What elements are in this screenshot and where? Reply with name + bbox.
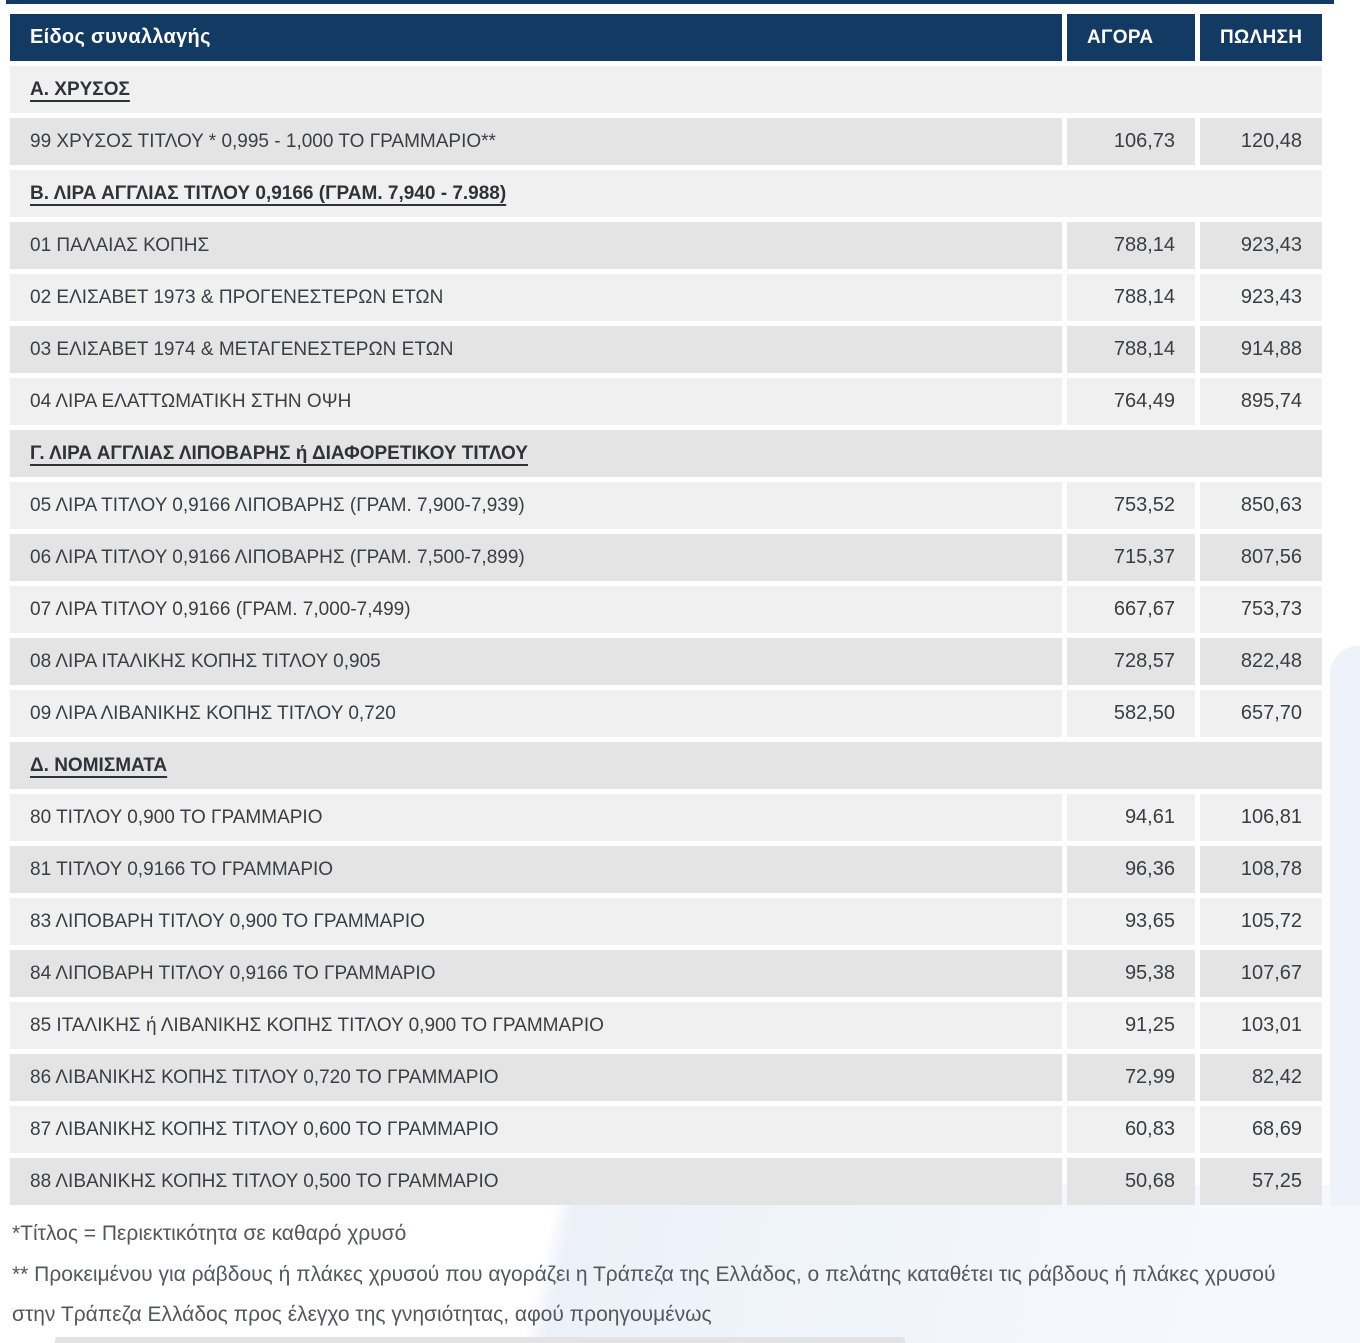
section-title: Β. ΛΙΡΑ ΑΓΓΛΙΑΣ ΤΙΤΛΟΥ 0,9166 (ΓΡΑΜ. 7,9… xyxy=(10,170,1322,217)
buy-value: 50,68 xyxy=(1067,1158,1195,1205)
table-row: 83 ΛΙΠΟΒΑΡΗ ΤΙΤΛΟΥ 0,900 ΤΟ ΓΡΑΜΜΑΡΙΟ 93,… xyxy=(10,898,1322,945)
buy-value: 764,49 xyxy=(1067,378,1195,425)
buy-value: 96,36 xyxy=(1067,846,1195,893)
sell-value: 850,63 xyxy=(1200,482,1322,529)
buy-value: 94,61 xyxy=(1067,794,1195,841)
buy-value: 667,67 xyxy=(1067,586,1195,633)
table-row: 08 ΛΙΡΑ ΙΤΑΛΙΚΗΣ ΚΟΠΗΣ ΤΙΤΛΟΥ 0,905 728,5… xyxy=(10,638,1322,685)
footnotes: *Τίτλος = Περιεκτικότητα σε καθαρό χρυσό… xyxy=(12,1214,1307,1335)
item-label: 87 ΛΙΒΑΝΙΚΗΣ ΚΟΠΗΣ ΤΙΤΛΟΥ 0,600 ΤΟ ΓΡΑΜΜ… xyxy=(10,1106,1062,1153)
buy-value: 788,14 xyxy=(1067,326,1195,373)
buy-value: 91,25 xyxy=(1067,1002,1195,1049)
background-diagonal-shape xyxy=(0,1185,1360,1343)
background-rounded-shape xyxy=(1330,646,1360,1206)
sell-value: 105,72 xyxy=(1200,898,1322,945)
footnote-title-definition: *Τίτλος = Περιεκτικότητα σε καθαρό χρυσό xyxy=(12,1222,407,1245)
sell-value: 657,70 xyxy=(1200,690,1322,737)
footnote-bars-procedure: ** Προκειμένου για ράβδους ή πλάκες χρυσ… xyxy=(12,1263,1276,1326)
item-label: 06 ΛΙΡΑ ΤΙΤΛΟΥ 0,9166 ΛΙΠΟΒΑΡΗΣ (ΓΡΑΜ. 7… xyxy=(10,534,1062,581)
sell-value: 807,56 xyxy=(1200,534,1322,581)
column-header-buy: ΑΓΟΡΑ xyxy=(1067,14,1195,61)
item-label: 84 ΛΙΠΟΒΑΡΗ ΤΙΤΛΟΥ 0,9166 ΤΟ ΓΡΑΜΜΑΡΙΟ xyxy=(10,950,1062,997)
table-row: 80 ΤΙΤΛΟΥ 0,900 ΤΟ ΓΡΑΜΜΑΡΙΟ 94,61 106,81 xyxy=(10,794,1322,841)
gold-rates-table-wrap: Είδος συναλλαγής ΑΓΟΡΑ ΠΩΛΗΣΗ Α. ΧΡΥΣΟΣ 9… xyxy=(10,14,1322,1205)
table-row: 02 ΕΛΙΣΑΒΕΤ 1973 & ΠΡΟΓΕΝΕΣΤΕΡΩΝ ΕΤΩΝ 788… xyxy=(10,274,1322,321)
table-row: 01 ΠΑΛΑΙΑΣ ΚΟΠΗΣ 788,14 923,43 xyxy=(10,222,1322,269)
table-row: 87 ΛΙΒΑΝΙΚΗΣ ΚΟΠΗΣ ΤΙΤΛΟΥ 0,600 ΤΟ ΓΡΑΜΜ… xyxy=(10,1106,1322,1153)
table-row: 85 ΙΤΑΛΙΚΗΣ ή ΛΙΒΑΝΙΚΗΣ ΚΟΠΗΣ ΤΙΤΛΟΥ 0,9… xyxy=(10,1002,1322,1049)
item-label: 99 ΧΡΥΣΟΣ ΤΙΤΛΟΥ * 0,995 - 1,000 ΤΟ ΓΡΑΜ… xyxy=(10,118,1062,165)
item-label: 08 ΛΙΡΑ ΙΤΑΛΙΚΗΣ ΚΟΠΗΣ ΤΙΤΛΟΥ 0,905 xyxy=(10,638,1062,685)
sell-value: 914,88 xyxy=(1200,326,1322,373)
section-title: Α. ΧΡΥΣΟΣ xyxy=(10,66,1322,113)
table-row: 04 ΛΙΡΑ ΕΛΑΤΤΩΜΑΤΙΚΗ ΣΤΗΝ ΟΨΗ 764,49 895,7… xyxy=(10,378,1322,425)
buy-value: 728,57 xyxy=(1067,638,1195,685)
sell-value: 57,25 xyxy=(1200,1158,1322,1205)
sell-value: 923,43 xyxy=(1200,274,1322,321)
table-row: 81 ΤΙΤΛΟΥ 0,9166 ΤΟ ΓΡΑΜΜΑΡΙΟ 96,36 108,78 xyxy=(10,846,1322,893)
item-label: 88 ΛΙΒΑΝΙΚΗΣ ΚΟΠΗΣ ΤΙΤΛΟΥ 0,500 ΤΟ ΓΡΑΜΜ… xyxy=(10,1158,1062,1205)
sell-value: 82,42 xyxy=(1200,1054,1322,1101)
table-header: Είδος συναλλαγής ΑΓΟΡΑ ΠΩΛΗΣΗ xyxy=(10,14,1322,61)
section-header-row: Α. ΧΡΥΣΟΣ xyxy=(10,66,1322,113)
item-label: 86 ΛΙΒΑΝΙΚΗΣ ΚΟΠΗΣ ΤΙΤΛΟΥ 0,720 ΤΟ ΓΡΑΜΜ… xyxy=(10,1054,1062,1101)
bottom-divider-strip xyxy=(55,1337,905,1343)
buy-value: 753,52 xyxy=(1067,482,1195,529)
sell-value: 107,67 xyxy=(1200,950,1322,997)
buy-value: 72,99 xyxy=(1067,1054,1195,1101)
sell-value: 108,78 xyxy=(1200,846,1322,893)
item-label: 83 ΛΙΠΟΒΑΡΗ ΤΙΤΛΟΥ 0,900 ΤΟ ΓΡΑΜΜΑΡΙΟ xyxy=(10,898,1062,945)
table-row: 88 ΛΙΒΑΝΙΚΗΣ ΚΟΠΗΣ ΤΙΤΛΟΥ 0,500 ΤΟ ΓΡΑΜΜ… xyxy=(10,1158,1322,1205)
item-label: 85 ΙΤΑΛΙΚΗΣ ή ΛΙΒΑΝΙΚΗΣ ΚΟΠΗΣ ΤΙΤΛΟΥ 0,9… xyxy=(10,1002,1062,1049)
sell-value: 103,01 xyxy=(1200,1002,1322,1049)
table-row: 86 ΛΙΒΑΝΙΚΗΣ ΚΟΠΗΣ ΤΙΤΛΟΥ 0,720 ΤΟ ΓΡΑΜΜ… xyxy=(10,1054,1322,1101)
table-row: 09 ΛΙΡΑ ΛΙΒΑΝΙΚΗΣ ΚΟΠΗΣ ΤΙΤΛΟΥ 0,720 582,… xyxy=(10,690,1322,737)
sell-value: 822,48 xyxy=(1200,638,1322,685)
table-row: 84 ΛΙΠΟΒΑΡΗ ΤΙΤΛΟΥ 0,9166 ΤΟ ΓΡΑΜΜΑΡΙΟ 95… xyxy=(10,950,1322,997)
sell-value: 68,69 xyxy=(1200,1106,1322,1153)
buy-value: 715,37 xyxy=(1067,534,1195,581)
section-header-row: Β. ΛΙΡΑ ΑΓΓΛΙΑΣ ΤΙΤΛΟΥ 0,9166 (ΓΡΑΜ. 7,9… xyxy=(10,170,1322,217)
sell-value: 753,73 xyxy=(1200,586,1322,633)
buy-value: 93,65 xyxy=(1067,898,1195,945)
buy-value: 106,73 xyxy=(1067,118,1195,165)
buy-value: 95,38 xyxy=(1067,950,1195,997)
buy-value: 788,14 xyxy=(1067,274,1195,321)
column-header-transaction-type: Είδος συναλλαγής xyxy=(10,14,1062,61)
buy-value: 582,50 xyxy=(1067,690,1195,737)
item-label: 04 ΛΙΡΑ ΕΛΑΤΤΩΜΑΤΙΚΗ ΣΤΗΝ ΟΨΗ xyxy=(10,378,1062,425)
item-label: 07 ΛΙΡΑ ΤΙΤΛΟΥ 0,9166 (ΓΡΑΜ. 7,000-7,499… xyxy=(10,586,1062,633)
item-label: 02 ΕΛΙΣΑΒΕΤ 1973 & ΠΡΟΓΕΝΕΣΤΕΡΩΝ ΕΤΩΝ xyxy=(10,274,1062,321)
item-label: 09 ΛΙΡΑ ΛΙΒΑΝΙΚΗΣ ΚΟΠΗΣ ΤΙΤΛΟΥ 0,720 xyxy=(10,690,1062,737)
section-title: Γ. ΛΙΡΑ ΑΓΓΛΙΑΣ ΛΙΠΟΒΑΡΗΣ ή ΔΙΑΦΟΡΕΤΙΚΟΥ… xyxy=(10,430,1322,477)
item-label: 80 ΤΙΤΛΟΥ 0,900 ΤΟ ΓΡΑΜΜΑΡΙΟ xyxy=(10,794,1062,841)
buy-value: 60,83 xyxy=(1067,1106,1195,1153)
table-row: 03 ΕΛΙΣΑΒΕΤ 1974 & ΜΕΤΑΓΕΝΕΣΤΕΡΩΝ ΕΤΩΝ 78… xyxy=(10,326,1322,373)
table-row: 06 ΛΙΡΑ ΤΙΤΛΟΥ 0,9166 ΛΙΠΟΒΑΡΗΣ (ΓΡΑΜ. 7… xyxy=(10,534,1322,581)
gold-rates-tbody: Α. ΧΡΥΣΟΣ 99 ΧΡΥΣΟΣ ΤΙΤΛΟΥ * 0,995 - 1,00… xyxy=(10,66,1322,1205)
item-label: 05 ΛΙΡΑ ΤΙΤΛΟΥ 0,9166 ΛΙΠΟΒΑΡΗΣ (ΓΡΑΜ. 7… xyxy=(10,482,1062,529)
table-row: 99 ΧΡΥΣΟΣ ΤΙΤΛΟΥ * 0,995 - 1,000 ΤΟ ΓΡΑΜ… xyxy=(10,118,1322,165)
item-label: 81 ΤΙΤΛΟΥ 0,9166 ΤΟ ΓΡΑΜΜΑΡΙΟ xyxy=(10,846,1062,893)
sell-value: 923,43 xyxy=(1200,222,1322,269)
section-title: Δ. ΝΟΜΙΣΜΑΤΑ xyxy=(10,742,1322,789)
gold-rates-table: Είδος συναλλαγής ΑΓΟΡΑ ΠΩΛΗΣΗ Α. ΧΡΥΣΟΣ 9… xyxy=(5,9,1327,1210)
item-label: 03 ΕΛΙΣΑΒΕΤ 1974 & ΜΕΤΑΓΕΝΕΣΤΕΡΩΝ ΕΤΩΝ xyxy=(10,326,1062,373)
table-row: 05 ΛΙΡΑ ΤΙΤΛΟΥ 0,9166 ΛΙΠΟΒΑΡΗΣ (ΓΡΑΜ. 7… xyxy=(10,482,1322,529)
item-label: 01 ΠΑΛΑΙΑΣ ΚΟΠΗΣ xyxy=(10,222,1062,269)
table-row: 07 ΛΙΡΑ ΤΙΤΛΟΥ 0,9166 (ΓΡΑΜ. 7,000-7,499… xyxy=(10,586,1322,633)
sell-value: 120,48 xyxy=(1200,118,1322,165)
top-divider-strip xyxy=(6,0,1334,4)
section-header-row: Γ. ΛΙΡΑ ΑΓΓΛΙΑΣ ΛΙΠΟΒΑΡΗΣ ή ΔΙΑΦΟΡΕΤΙΚΟΥ… xyxy=(10,430,1322,477)
sell-value: 106,81 xyxy=(1200,794,1322,841)
buy-value: 788,14 xyxy=(1067,222,1195,269)
column-header-sell: ΠΩΛΗΣΗ xyxy=(1200,14,1322,61)
sell-value: 895,74 xyxy=(1200,378,1322,425)
section-header-row: Δ. ΝΟΜΙΣΜΑΤΑ xyxy=(10,742,1322,789)
